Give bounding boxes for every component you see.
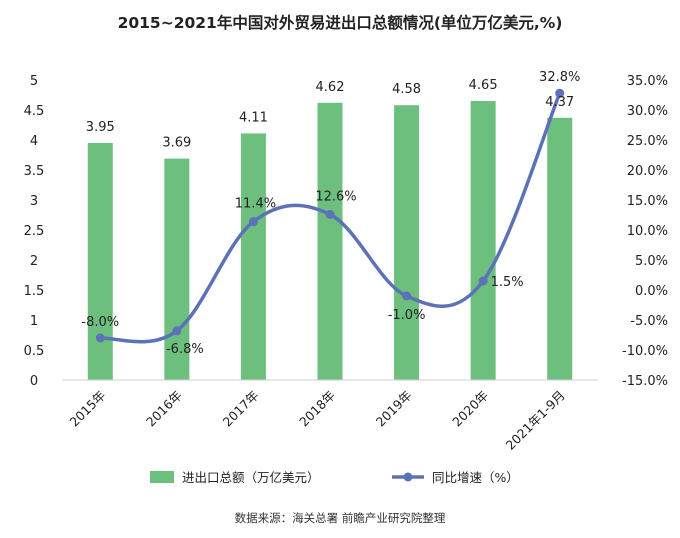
bar-value-label: 3.95 [86,120,115,135]
growth-point [248,217,258,227]
growth-point [172,326,182,336]
legend-bar-label: 进出口总额（万亿美元） [182,470,320,485]
line-value-label: -8.0% [81,315,119,330]
left-axis-tick-label: 3 [30,194,38,209]
right-axis-tick-label: 35.0% [627,74,668,89]
x-axis-tick-label: 2017年 [220,388,262,430]
x-axis-tick-label: 2020年 [449,388,491,430]
bar-value-label: 4.65 [469,78,498,93]
line-value-label: 11.4% [235,197,276,212]
growth-point [325,209,335,219]
legend-line-marker [403,472,413,482]
x-axis-tick-label: 2018年 [296,388,338,430]
bar [87,143,113,380]
bar [547,117,573,381]
left-axis-tick-label: 2.5 [24,224,45,239]
right-y-axis: -15.0% -10.0% -5.0% 0.0% 5.0% 10.0% 15.0% 20.0%… [622,74,668,389]
line-series [95,88,565,344]
bar [317,102,343,381]
growth-point [402,291,412,301]
bar [470,101,496,380]
line-value-label: -6.8% [166,342,204,357]
bar-value-label: 4.62 [316,80,345,95]
bar [164,158,190,380]
line-value-label: 12.6% [315,189,356,204]
right-axis-tick-label: -10.0% [622,344,668,359]
left-axis-tick-label: 4 [30,134,38,149]
right-axis-tick-label: 0.0% [635,284,668,299]
bar-value-label: 4.37 [545,95,574,110]
right-axis-tick-label: 30.0% [627,104,668,119]
left-axis-tick-label: 4.5 [24,104,45,119]
left-y-axis: 0 0.5 1 1.5 2 2.5 3 3.5 4 4.5 5 [24,74,45,389]
x-axis-ticks: 2015年 2016年 2017年 2018年 2019年 2020年 2021年1-9月 [66,388,567,453]
left-axis-tick-label: 1.5 [24,284,45,299]
line-value-label: 1.5% [491,275,524,290]
bar-value-label: 3.69 [162,136,191,151]
legend-bar-swatch [150,471,174,483]
bar-value-label: 4.11 [239,110,268,125]
chart-title: 2015~2021年中国对外贸易进出口总额情况(单位万亿美元,%) [118,13,563,32]
line-value-label: -1.0% [388,308,426,323]
left-axis-tick-label: 0 [30,374,38,389]
x-axis-tick-label: 2015年 [66,388,108,430]
growth-point [555,88,565,98]
right-axis-tick-label: 25.0% [627,134,668,149]
right-axis-tick-label: 20.0% [627,164,668,179]
right-axis-tick-label: 10.0% [627,224,668,239]
right-axis-tick-label: 15.0% [627,194,668,209]
source-note: 数据来源：海关总署 前瞻产业研究院整理 [235,511,446,525]
bar [394,105,420,380]
x-axis-tick-label: 2019年 [373,388,415,430]
x-axis-tick-label: 2016年 [143,388,185,430]
x-axis-tick-label: 2021年1-9月 [503,388,568,453]
growth-point [95,333,105,343]
line-value-labels: -8.0% -6.8% 11.4% 12.6% -1.0% 1.5% 32.8% [81,70,580,357]
left-axis-tick-label: 5 [30,74,38,89]
left-axis-tick-label: 0.5 [24,344,45,359]
left-axis-tick-label: 2 [30,254,38,269]
bar-value-label: 4.58 [392,82,421,97]
growth-point [478,276,488,286]
bar-series [87,101,573,381]
line-value-label: 32.8% [539,70,580,85]
legend: 进出口总额（万亿美元） 同比增速（%） [150,470,519,485]
right-axis-tick-label: -15.0% [622,374,668,389]
left-axis-tick-label: 3.5 [24,164,45,179]
right-axis-tick-label: 5.0% [635,254,668,269]
left-axis-tick-label: 1 [30,314,38,329]
right-axis-tick-label: -5.0% [630,314,668,329]
bar-value-labels: 3.95 3.69 4.11 4.62 4.58 4.65 4.37 [86,78,574,151]
legend-line-label: 同比增速（%） [432,470,519,485]
bar [240,133,266,380]
